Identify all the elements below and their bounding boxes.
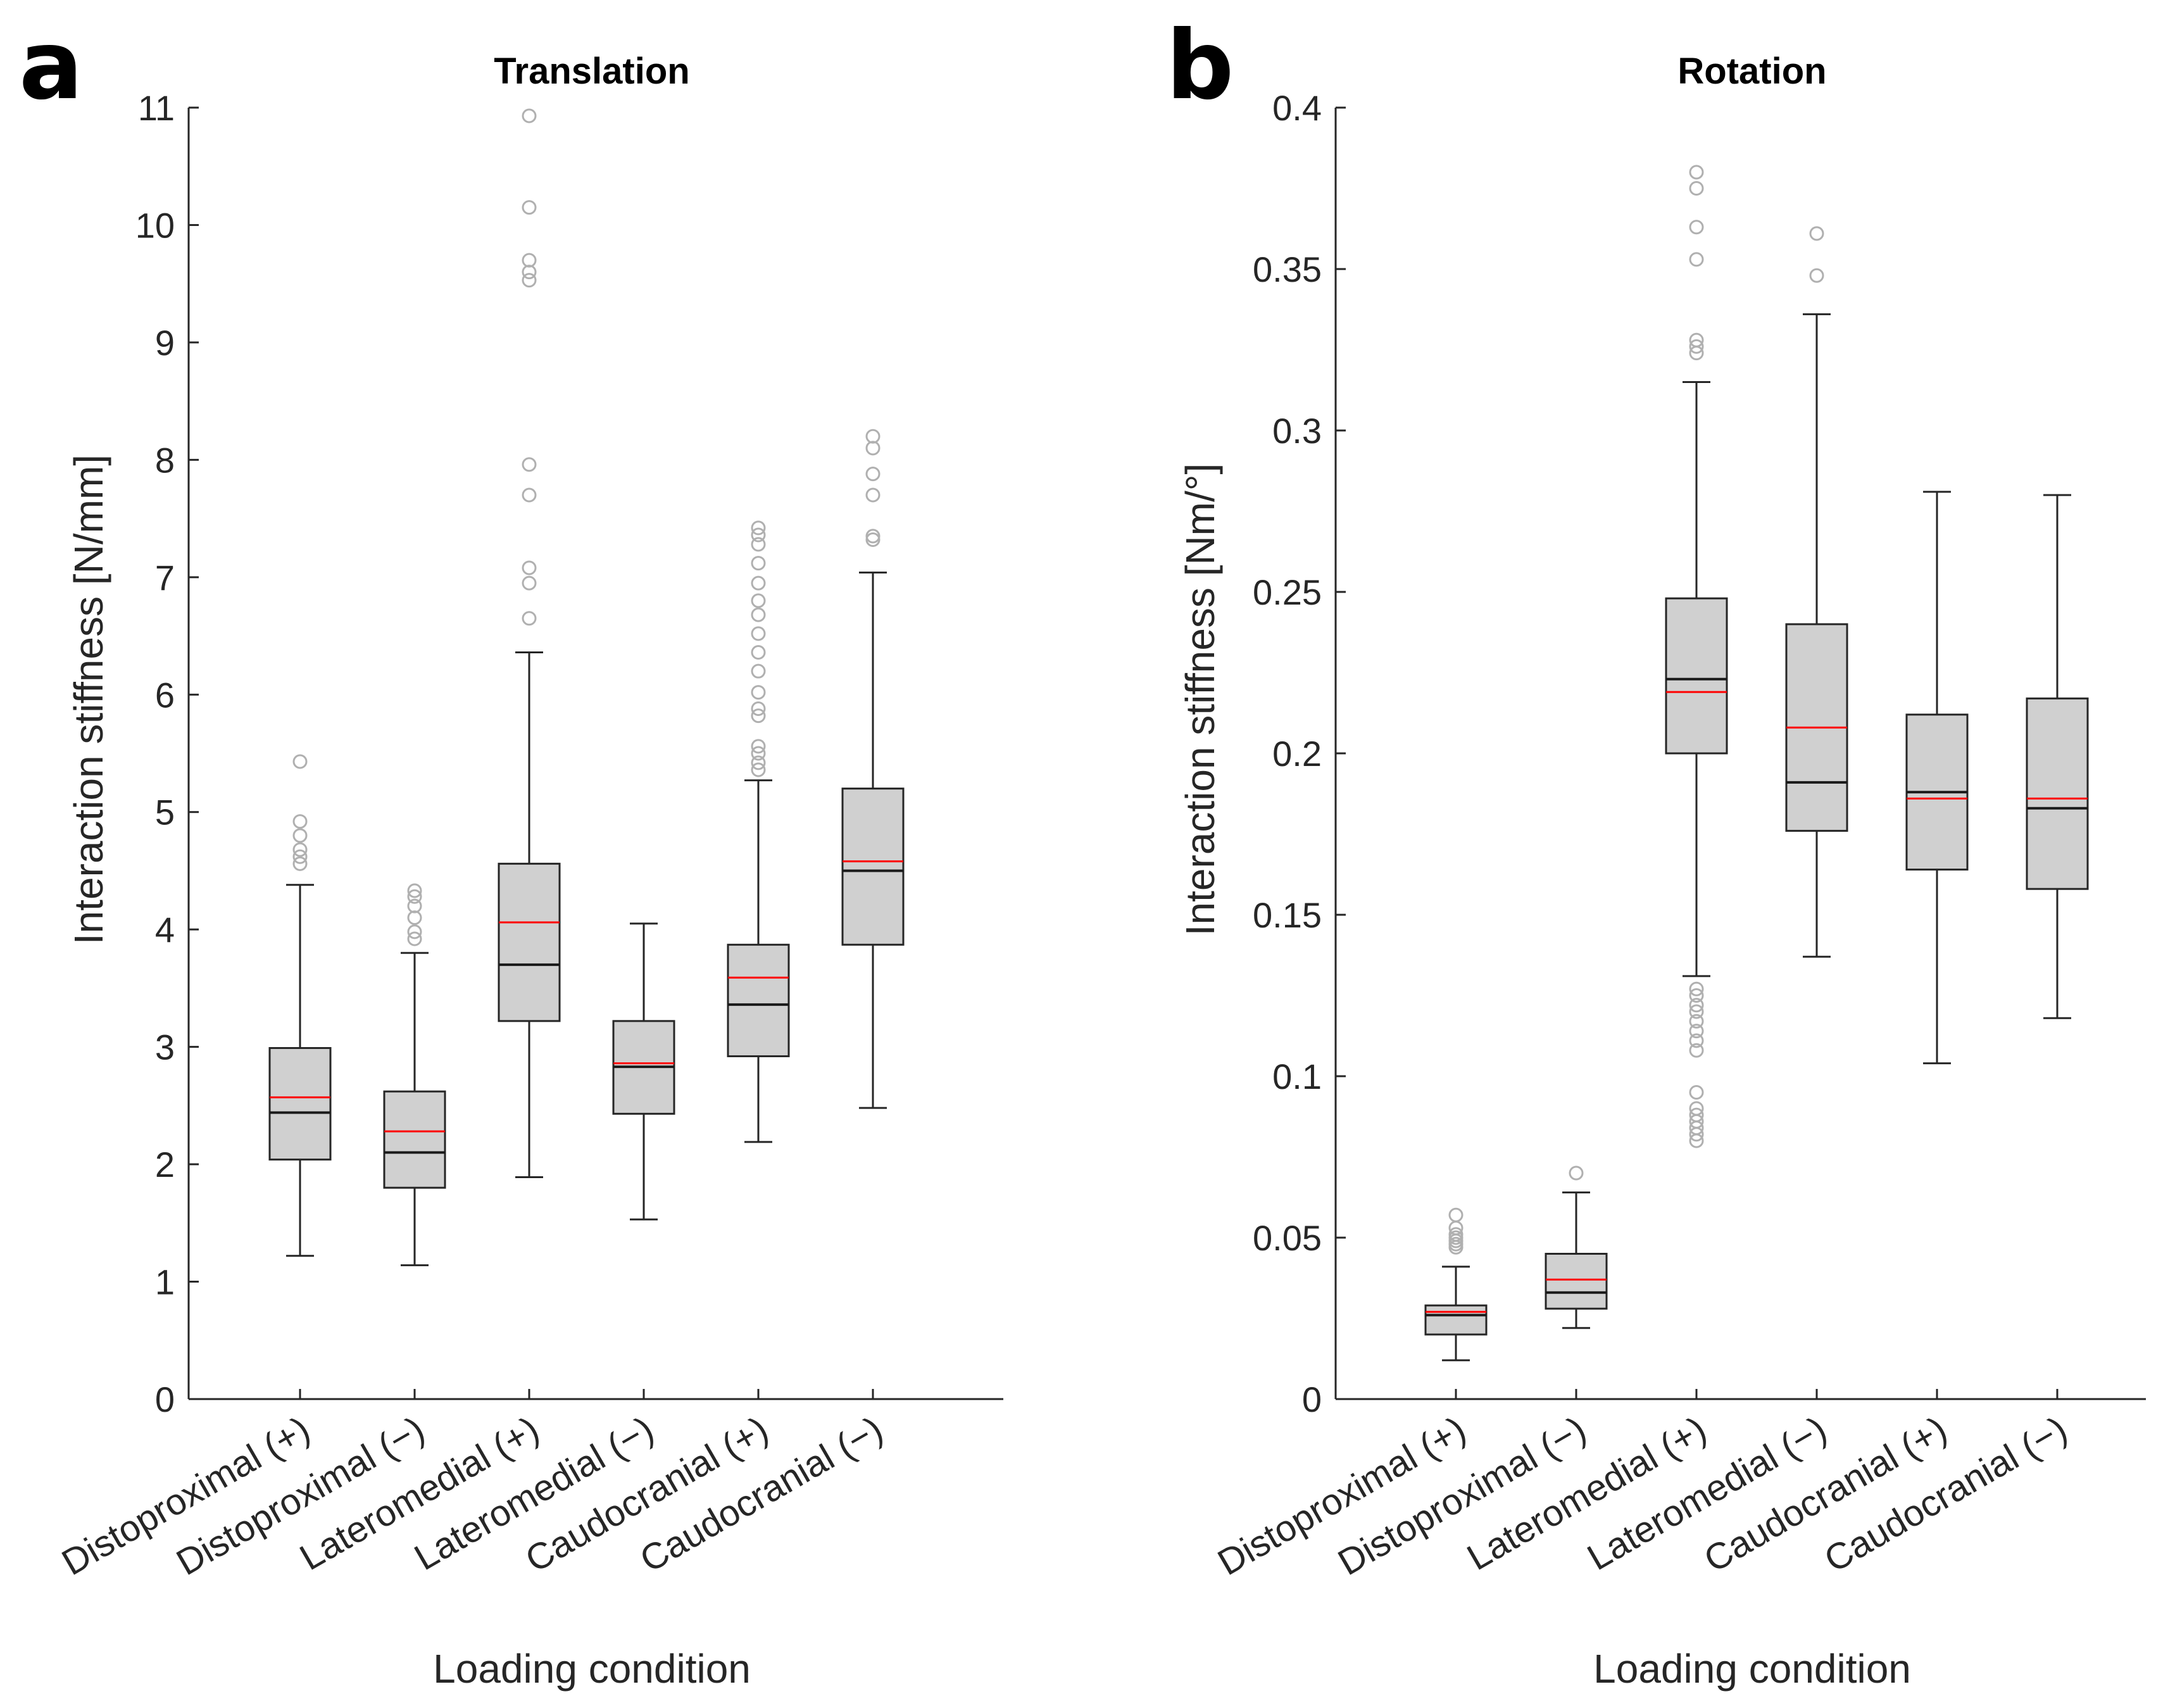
y-tick-label: 3 — [155, 1027, 175, 1067]
y-tick-label: 0.1 — [1272, 1057, 1322, 1096]
x-axis-label: Loading condition — [1593, 1646, 1911, 1692]
iqr-box — [270, 1048, 330, 1159]
figure: a Translation 01234567891011 Distoproxim… — [0, 0, 2175, 1708]
y-tick-label: 0.15 — [1253, 895, 1322, 935]
y-tick-label: 0.3 — [1272, 411, 1322, 451]
iqr-box — [1426, 1305, 1486, 1334]
iqr-box — [843, 789, 903, 945]
y-tick-label: 6 — [155, 675, 175, 715]
y-tick-label: 0.4 — [1272, 88, 1322, 128]
iqr-box — [1546, 1254, 1607, 1309]
y-tick-label: 0.05 — [1253, 1218, 1322, 1258]
chart-title-rotation: Rotation — [1677, 51, 1826, 92]
iqr-box — [728, 945, 789, 1056]
iqr-box — [499, 863, 560, 1021]
y-tick-label: 4 — [155, 910, 175, 950]
chart-title-translation: Translation — [494, 51, 689, 92]
y-tick-label: 10 — [135, 205, 175, 245]
y-tick-label: 0.2 — [1272, 734, 1322, 774]
y-tick-label: 0.35 — [1253, 249, 1322, 289]
y-tick-label: 8 — [155, 440, 175, 480]
y-tick-label: 0 — [1302, 1379, 1322, 1419]
y-tick-label: 2 — [155, 1145, 175, 1184]
y-tick-label: 7 — [155, 558, 175, 598]
y-tick-label: 0.25 — [1253, 572, 1322, 612]
y-tick-label: 5 — [155, 793, 175, 832]
panel-letter-a: a — [19, 11, 83, 121]
iqr-box — [2027, 698, 2088, 889]
iqr-box — [1666, 598, 1727, 753]
x-axis-label: Loading condition — [433, 1646, 751, 1692]
y-tick-label: 1 — [155, 1262, 175, 1302]
y-tick-label: 0 — [155, 1379, 175, 1419]
y-axis-label: Interaction stiffness [N/mm] — [66, 455, 111, 945]
y-tick-label: 11 — [138, 88, 175, 128]
y-tick-label: 9 — [155, 323, 175, 363]
panel-letter-b: b — [1166, 11, 1234, 121]
y-axis-label: Interaction stiffness [Nm/°] — [1177, 463, 1223, 936]
iqr-box — [384, 1091, 445, 1188]
